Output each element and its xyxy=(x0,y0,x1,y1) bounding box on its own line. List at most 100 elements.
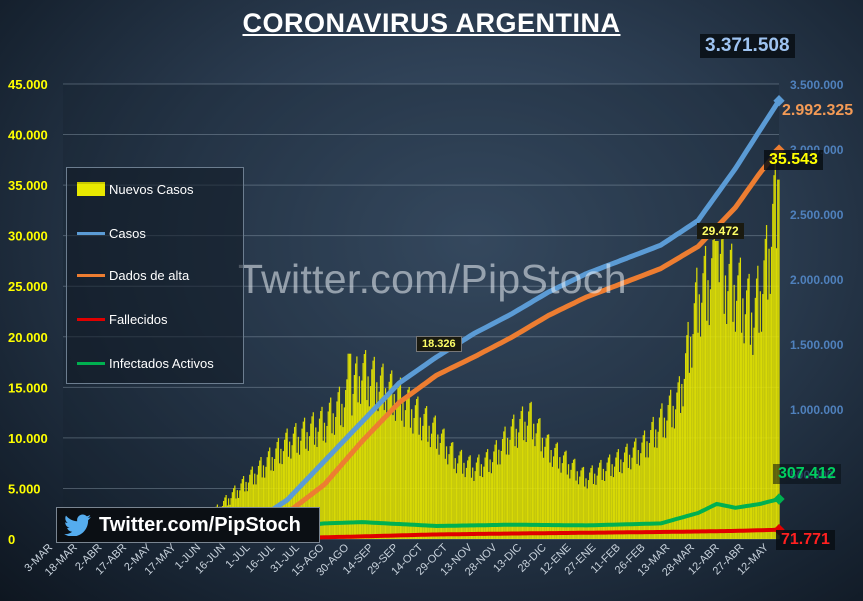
nuevos-casos-bar xyxy=(672,405,674,539)
nuevos-casos-bar xyxy=(592,483,595,539)
nuevos-casos-bar xyxy=(286,428,288,539)
nuevos-casos-bar xyxy=(560,472,562,539)
nuevos-casos-bar xyxy=(763,260,765,539)
nuevos-casos-bar xyxy=(586,488,588,539)
nuevos-casos-bar xyxy=(359,403,362,539)
nuevos-casos-bar xyxy=(711,258,713,539)
nuevos-casos-bar xyxy=(388,381,390,539)
nuevos-casos-bar xyxy=(338,386,341,539)
right-axis-tick-label: 1.500.000 xyxy=(790,338,844,352)
nuevos-casos-bar xyxy=(249,474,251,539)
nuevos-casos-bar xyxy=(596,475,598,539)
left-axis-tick-label: 15.000 xyxy=(8,380,48,395)
nuevos-casos-bar xyxy=(444,458,446,539)
nuevos-casos-bar xyxy=(387,397,389,539)
nuevos-casos-bar xyxy=(726,323,728,539)
nuevos-casos-bar xyxy=(325,442,327,539)
nuevos-casos-bar xyxy=(576,471,578,539)
nuevos-casos-bar xyxy=(279,463,281,539)
nuevos-casos-bar xyxy=(367,376,369,539)
nuevos-casos-bar xyxy=(350,353,352,539)
nuevos-casos-bar xyxy=(545,438,547,539)
nuevos-casos-bar xyxy=(269,447,271,539)
legend-item-activos: Infectados Activos xyxy=(77,353,214,373)
left-axis-tick-label: 35.000 xyxy=(8,178,48,193)
nuevos-casos-bar xyxy=(689,336,692,539)
nuevos-casos-bar xyxy=(364,350,367,539)
nuevos-casos-bar xyxy=(662,437,664,539)
nuevos-casos-bar xyxy=(770,246,773,539)
nuevos-casos-bar xyxy=(369,386,372,539)
nuevos-casos-bar xyxy=(296,452,298,539)
nuevos-casos-bar xyxy=(587,480,590,539)
nuevos-casos-bar xyxy=(417,396,419,539)
chart-title: CORONAVIRUS ARGENTINA xyxy=(242,8,621,38)
nuevos-casos-bar xyxy=(368,406,370,539)
nuevos-casos-bar xyxy=(651,421,653,539)
nuevos-casos-bar xyxy=(460,449,463,539)
nuevos-casos-bar xyxy=(703,255,705,539)
nuevos-casos-bar xyxy=(513,414,515,539)
nuevos-casos-bar xyxy=(704,245,707,540)
nuevos-casos-bar xyxy=(423,413,425,539)
nuevos-casos-bar xyxy=(597,467,600,539)
nuevos-casos-bar xyxy=(601,479,603,539)
nuevos-casos-bar xyxy=(371,369,373,539)
nuevos-casos-bar xyxy=(748,273,750,539)
nuevos-casos-bar xyxy=(386,416,388,539)
nuevos-casos-bar xyxy=(463,462,465,539)
legend-item-alta: Dados de alta xyxy=(77,265,189,285)
nuevos-casos-bar xyxy=(508,454,510,539)
nuevos-casos-bar xyxy=(403,426,405,539)
nuevos-casos-bar xyxy=(648,442,651,539)
nuevos-casos-bar xyxy=(516,447,519,539)
nuevos-casos-bar xyxy=(570,469,572,539)
nuevos-casos-bar xyxy=(295,423,297,539)
twitter-handle: Twitter.com/PipStoch xyxy=(99,513,301,536)
nuevos-casos-bar xyxy=(486,449,489,539)
nuevos-casos-bar xyxy=(661,403,663,539)
nuevos-casos-bar xyxy=(762,294,764,539)
left-axis-tick-label: 10.000 xyxy=(8,431,48,446)
nuevos-casos-bar xyxy=(362,363,364,539)
nuevos-casos-bar xyxy=(667,405,669,539)
nuevos-casos-bar xyxy=(701,302,703,539)
nuevos-casos-bar xyxy=(769,293,771,539)
legend-label: Nuevos Casos xyxy=(109,181,194,197)
nuevos-casos-bar xyxy=(622,462,624,539)
nuevos-casos-bar xyxy=(260,457,262,539)
nuevos-casos-bar xyxy=(448,454,450,539)
twitter-bird-icon xyxy=(64,514,91,536)
nuevos-casos-bar xyxy=(579,476,581,539)
nuevos-casos-bar xyxy=(696,267,698,539)
nuevos-casos-bar xyxy=(678,376,681,539)
nuevos-casos-bar xyxy=(546,434,549,539)
twitter-badge[interactable]: Twitter.com/PipStoch xyxy=(56,507,320,543)
nuevos-casos-bar xyxy=(749,344,751,539)
line-swatch-icon xyxy=(77,231,105,235)
nuevos-casos-bar xyxy=(618,471,621,539)
nuevos-casos-bar xyxy=(562,455,565,539)
callout-casos: 3.371.508 xyxy=(700,34,795,58)
nuevos-casos-bar xyxy=(262,465,265,539)
nuevos-casos-bar xyxy=(631,457,633,539)
nuevos-casos-bar xyxy=(718,282,720,539)
nuevos-casos-bar xyxy=(610,475,612,539)
nuevos-casos-bar xyxy=(442,429,444,539)
nuevos-casos-bar xyxy=(521,406,524,539)
nuevos-casos-bar xyxy=(477,457,479,539)
nuevos-casos-bar xyxy=(411,409,413,539)
nuevos-casos-bar xyxy=(733,284,735,539)
nuevos-casos-bar xyxy=(640,453,642,539)
nuevos-casos-bar xyxy=(561,463,563,539)
nuevos-casos-bar xyxy=(491,462,494,539)
nuevos-casos-bar xyxy=(750,312,753,539)
nuevos-casos-bar xyxy=(381,367,383,539)
nuevos-casos-bar xyxy=(464,477,466,539)
nuevos-casos-bar xyxy=(746,290,748,539)
nuevos-casos-bar xyxy=(764,238,766,539)
nuevos-casos-bar xyxy=(714,241,717,539)
nuevos-casos-bar xyxy=(358,376,360,539)
nuevos-casos-bar xyxy=(590,468,592,539)
nuevos-casos-bar xyxy=(623,452,626,539)
